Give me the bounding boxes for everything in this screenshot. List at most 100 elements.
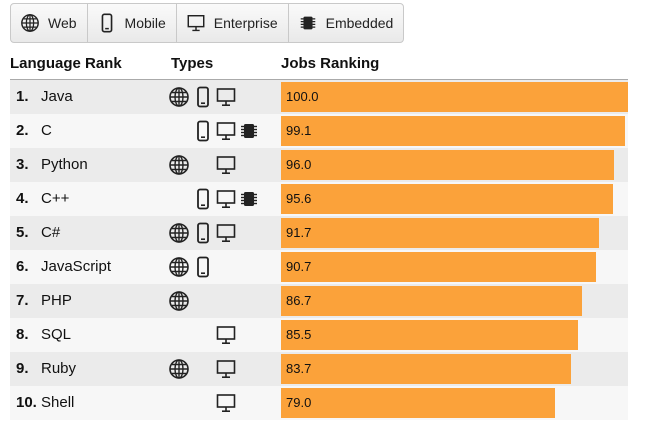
jobs-ranking-cell: 95.6 — [281, 182, 628, 216]
table-row[interactable]: 2. C 99.1 — [10, 114, 628, 148]
table-row[interactable]: 10. Shell 79.0 — [10, 386, 628, 420]
header-jobs-ranking[interactable]: Jobs Ranking — [281, 55, 380, 72]
rank-number: 7. — [16, 292, 29, 309]
rank-number: 8. — [16, 326, 29, 343]
jobs-ranking-value: 83.7 — [286, 361, 312, 376]
monitor-icon — [215, 120, 237, 142]
monitor-icon — [215, 86, 237, 108]
filter-embedded-button[interactable]: Embedded — [289, 4, 404, 42]
language-types — [168, 358, 264, 380]
jobs-ranking-value: 99.1 — [286, 123, 312, 138]
language-name[interactable]: C# — [41, 224, 61, 241]
language-name[interactable]: JavaScript — [41, 258, 112, 275]
monitor-icon — [186, 13, 206, 33]
table-row[interactable]: 1. Java 100.0 — [10, 80, 628, 114]
jobs-ranking-cell: 99.1 — [281, 114, 628, 148]
table-row[interactable]: 7. PHP 86.7 — [10, 284, 628, 318]
language-name[interactable]: Shell — [41, 394, 75, 411]
rank-number: 9. — [16, 360, 29, 377]
mobile-icon — [192, 222, 214, 244]
globe-icon — [168, 256, 190, 278]
chip-icon — [298, 13, 318, 33]
language-types — [168, 256, 264, 278]
jobs-ranking-bar — [281, 388, 556, 418]
jobs-ranking-bar — [281, 82, 628, 112]
filter-mobile-label: Mobile — [124, 15, 166, 31]
language-types — [168, 86, 264, 108]
language-name[interactable]: SQL — [41, 326, 72, 343]
jobs-ranking-bar — [281, 320, 578, 350]
header-divider — [10, 79, 628, 80]
language-types — [168, 120, 264, 142]
language-name[interactable]: Java — [41, 88, 73, 105]
jobs-ranking-cell: 90.7 — [281, 250, 628, 284]
monitor-icon — [215, 358, 237, 380]
globe-icon — [20, 13, 40, 33]
table-row[interactable]: 4. C++ 95.6 — [10, 182, 628, 216]
jobs-ranking-cell: 83.7 — [281, 352, 628, 386]
language-name[interactable]: Python — [41, 156, 88, 173]
monitor-icon — [215, 154, 237, 176]
jobs-ranking-cell: 86.7 — [281, 284, 628, 318]
rank-number: 3. — [16, 156, 29, 173]
filter-enterprise-button[interactable]: Enterprise — [177, 4, 289, 42]
jobs-ranking-cell: 85.5 — [281, 318, 628, 352]
table-row[interactable]: 3. Python 96.0 — [10, 148, 628, 182]
language-name[interactable]: C++ — [41, 190, 70, 207]
type-filter-toolbar: Web Mobile Enterprise Embedded — [10, 3, 405, 43]
mobile-icon — [192, 256, 214, 278]
mobile-icon — [192, 86, 214, 108]
table-row[interactable]: 8. SQL 85.5 — [10, 318, 628, 352]
language-types — [168, 154, 264, 176]
table-row[interactable]: 6. JavaScript 90.7 — [10, 250, 628, 284]
jobs-ranking-bar — [281, 116, 625, 146]
jobs-ranking-value: 91.7 — [286, 225, 312, 240]
language-types — [168, 290, 264, 312]
language-name[interactable]: Ruby — [41, 360, 77, 377]
jobs-ranking-bar — [281, 354, 572, 384]
globe-icon — [168, 154, 190, 176]
language-name[interactable]: PHP — [41, 292, 72, 309]
rank-number: 4. — [16, 190, 29, 207]
filter-web-button[interactable]: Web — [11, 4, 88, 42]
jobs-ranking-bar — [281, 150, 615, 180]
jobs-ranking-value: 90.7 — [286, 259, 312, 274]
jobs-ranking-value: 100.0 — [286, 89, 319, 104]
table-row[interactable]: 5. C# 91.7 — [10, 216, 628, 250]
mobile-icon — [192, 188, 214, 210]
rank-number: 6. — [16, 258, 29, 275]
jobs-ranking-value: 85.5 — [286, 327, 312, 342]
jobs-ranking-value: 96.0 — [286, 157, 312, 172]
monitor-icon — [215, 222, 237, 244]
filter-embedded-label: Embedded — [325, 15, 394, 31]
ranking-table-body: 1. Java 100.0 2. C 99.1 3. Python 96.0 4. C++ 95.6 5… — [10, 80, 628, 420]
language-types — [168, 324, 264, 346]
language-types — [168, 392, 264, 414]
monitor-icon — [215, 392, 237, 414]
monitor-icon — [215, 324, 237, 346]
jobs-ranking-value: 86.7 — [286, 293, 312, 308]
jobs-ranking-bar — [281, 184, 613, 214]
jobs-ranking-bar — [281, 218, 600, 248]
jobs-ranking-value: 95.6 — [286, 191, 312, 206]
chip-icon — [238, 120, 260, 142]
language-types — [168, 222, 264, 244]
monitor-icon — [215, 188, 237, 210]
filter-mobile-button[interactable]: Mobile — [88, 4, 177, 42]
rank-number: 2. — [16, 122, 29, 139]
globe-icon — [168, 290, 190, 312]
mobile-icon — [192, 120, 214, 142]
filter-web-label: Web — [48, 15, 77, 31]
globe-icon — [168, 222, 190, 244]
language-name[interactable]: C — [41, 122, 52, 139]
table-row[interactable]: 9. Ruby 83.7 — [10, 352, 628, 386]
globe-icon — [168, 86, 190, 108]
rank-number: 10. — [16, 394, 37, 411]
header-language-rank[interactable]: Language Rank — [10, 55, 122, 72]
language-types — [168, 188, 264, 210]
jobs-ranking-cell: 91.7 — [281, 216, 628, 250]
jobs-ranking-cell: 96.0 — [281, 148, 628, 182]
jobs-ranking-bar — [281, 286, 582, 316]
globe-icon — [168, 358, 190, 380]
header-types[interactable]: Types — [171, 55, 214, 72]
